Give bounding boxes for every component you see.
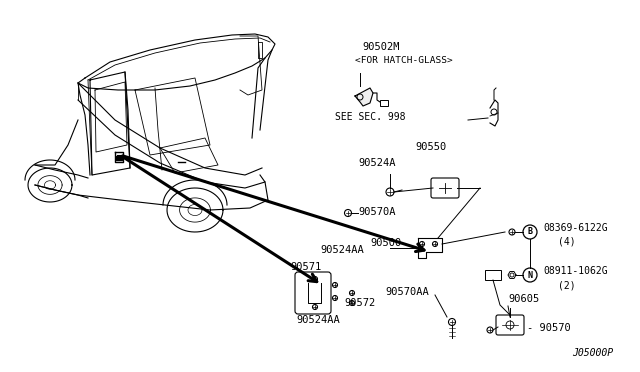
Text: J05000P: J05000P	[572, 348, 613, 358]
Text: 08369-6122G: 08369-6122G	[543, 223, 607, 233]
Text: 90571: 90571	[290, 262, 321, 272]
Text: - 90570: - 90570	[527, 323, 571, 333]
Text: 90605: 90605	[508, 294, 540, 304]
Text: 90524AA: 90524AA	[320, 245, 364, 255]
Text: 90572: 90572	[344, 298, 375, 308]
Bar	[116, 156, 122, 160]
Bar	[380, 100, 388, 106]
Text: 90570A: 90570A	[358, 207, 396, 217]
Text: 90524A: 90524A	[358, 158, 396, 168]
Text: 90570AA: 90570AA	[385, 287, 429, 297]
Text: SEE SEC. 998: SEE SEC. 998	[335, 112, 406, 122]
Text: 90502M: 90502M	[362, 42, 399, 52]
Text: (2): (2)	[558, 280, 575, 290]
Text: B: B	[527, 228, 532, 237]
Text: <FOR HATCH-GLASS>: <FOR HATCH-GLASS>	[355, 56, 452, 65]
Text: 90550: 90550	[415, 142, 446, 152]
Text: 90500: 90500	[370, 238, 401, 248]
Text: N: N	[527, 270, 532, 279]
Text: 90524AA: 90524AA	[296, 315, 340, 325]
Text: (4): (4)	[558, 237, 575, 247]
Bar	[485, 270, 501, 280]
Text: 08911-1062G: 08911-1062G	[543, 266, 607, 276]
Polygon shape	[355, 88, 373, 106]
